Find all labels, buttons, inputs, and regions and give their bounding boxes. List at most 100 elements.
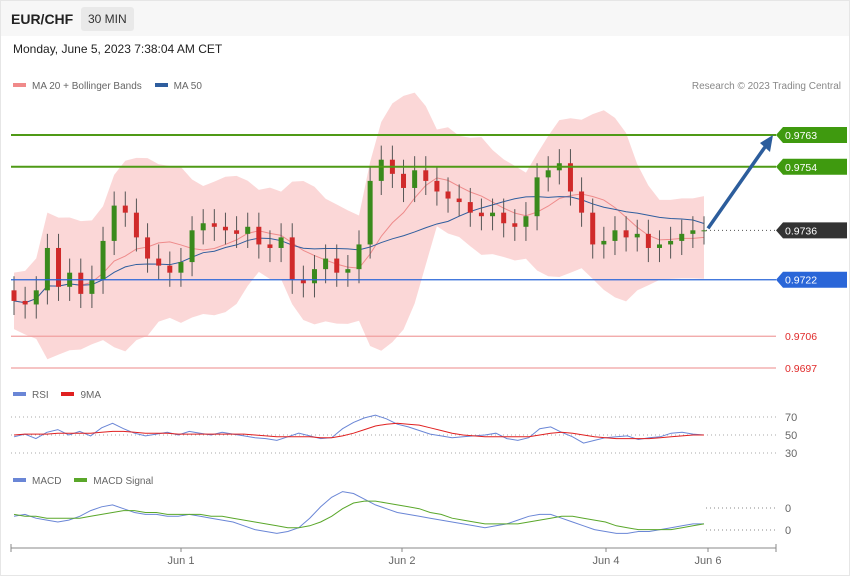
candle-body [634, 233, 640, 238]
candle-body [267, 244, 273, 248]
candle-body [33, 290, 39, 305]
candle-body [200, 223, 206, 231]
candle-body [56, 247, 62, 287]
candle-body [501, 212, 507, 224]
level-tag-3 [776, 271, 847, 288]
candle-body [356, 244, 362, 270]
legend-ma50: MA 50 [173, 81, 202, 92]
candle-body [11, 290, 17, 301]
candle-body [323, 258, 329, 270]
candle-body [278, 237, 284, 248]
candle-body [122, 205, 128, 213]
candle-body [434, 180, 440, 192]
timeframe-badge[interactable]: 30 MIN [81, 7, 134, 31]
header-bar [1, 1, 849, 36]
candle-body [523, 216, 529, 227]
candle-body [623, 230, 629, 238]
candle-body [311, 269, 317, 284]
candle-body [78, 272, 84, 294]
level-tag-2 [776, 222, 847, 239]
candle-body [22, 300, 28, 305]
level-tag-1 [776, 158, 847, 175]
legend-macd: MACD [32, 476, 62, 487]
legend-rsi-ma: 9MA [80, 390, 102, 401]
candle-body [590, 212, 596, 245]
bollinger-band [14, 92, 704, 360]
macd-tick-label: 0 [785, 525, 791, 537]
candle-body [668, 240, 674, 245]
currency-pair-title: EUR/CHF [11, 11, 74, 27]
candle-body [345, 269, 351, 273]
ma20-swatch [13, 83, 26, 88]
time-tick-label: Jun 4 [593, 555, 620, 567]
rsi-tick-label: 70 [785, 412, 797, 424]
candle-body [133, 212, 139, 238]
rsi-series-ma [13, 422, 704, 440]
level-label-1: 0.9754 [785, 162, 817, 174]
level-label-2: 0.9736 [785, 225, 817, 237]
macd-legend: MACD MACD Signal [13, 476, 153, 487]
candle-body [300, 279, 306, 284]
candle-body [167, 265, 173, 273]
candle-body [567, 163, 573, 192]
candle-body [445, 191, 451, 199]
ma50-swatch [154, 83, 168, 88]
candle-body [156, 258, 162, 266]
rsi-series-line [13, 414, 705, 444]
level-label-5: 0.9697 [785, 363, 817, 375]
candle-body [467, 202, 473, 213]
candle-body [534, 177, 540, 217]
candle-body [645, 233, 651, 248]
time-tick-label: Jun 2 [389, 555, 416, 567]
research-credit: Research © 2023 Trading Central [691, 81, 841, 92]
legend-ma20: MA 20 + Bollinger Bands [32, 81, 142, 92]
candle-body [478, 212, 484, 217]
macd-tick-label: 0 [785, 503, 791, 515]
candle-body [111, 205, 117, 241]
candle-body [178, 262, 184, 273]
candle-body [89, 279, 95, 294]
candle-body [334, 258, 340, 273]
rsi-ma-swatch [61, 392, 75, 397]
legend-macd-signal: MACD Signal [93, 476, 154, 487]
candle-body [490, 212, 496, 217]
level-label-4: 0.9706 [785, 331, 817, 343]
level-label-0: 0.9763 [785, 130, 817, 142]
candle-body [367, 180, 373, 245]
rsi-tick-label: 50 [785, 430, 797, 442]
candle-body [44, 247, 50, 291]
macd-signal-swatch [74, 478, 88, 483]
macd-series-signal [13, 500, 705, 531]
time-tick-label: Jun 1 [168, 555, 195, 567]
rsi-tick-label: 30 [785, 448, 797, 460]
candle-body [656, 244, 662, 248]
forecast-arrow-shaft [706, 145, 767, 230]
candle-body [701, 230, 707, 232]
legend-rsi: RSI [32, 390, 49, 401]
candle-body [456, 198, 462, 203]
forecast-arrow-head [760, 135, 773, 152]
rsi-legend: RSI 9MA [13, 390, 101, 401]
macd-series-line [13, 491, 704, 534]
macd-swatch [13, 478, 26, 483]
candle-body [401, 173, 407, 188]
candle-body [234, 230, 240, 234]
candle-body [612, 230, 618, 241]
candle-body [579, 191, 585, 213]
candle-body [189, 230, 195, 263]
candle-body [378, 159, 384, 181]
candle-body [100, 240, 106, 280]
candle-body [601, 240, 607, 245]
candle-body [679, 233, 685, 241]
time-tick-label: Jun 6 [695, 555, 722, 567]
rsi-swatch [13, 392, 26, 397]
candle-body [222, 226, 228, 231]
candle-body [211, 223, 217, 227]
candle-body [412, 170, 418, 188]
level-label-3: 0.9722 [785, 275, 817, 287]
chart-datetime: Monday, June 5, 2023 7:38:04 AM CET [13, 42, 223, 56]
candle-body [512, 223, 518, 227]
level-tag-0 [776, 127, 847, 143]
candle-body [256, 226, 262, 245]
